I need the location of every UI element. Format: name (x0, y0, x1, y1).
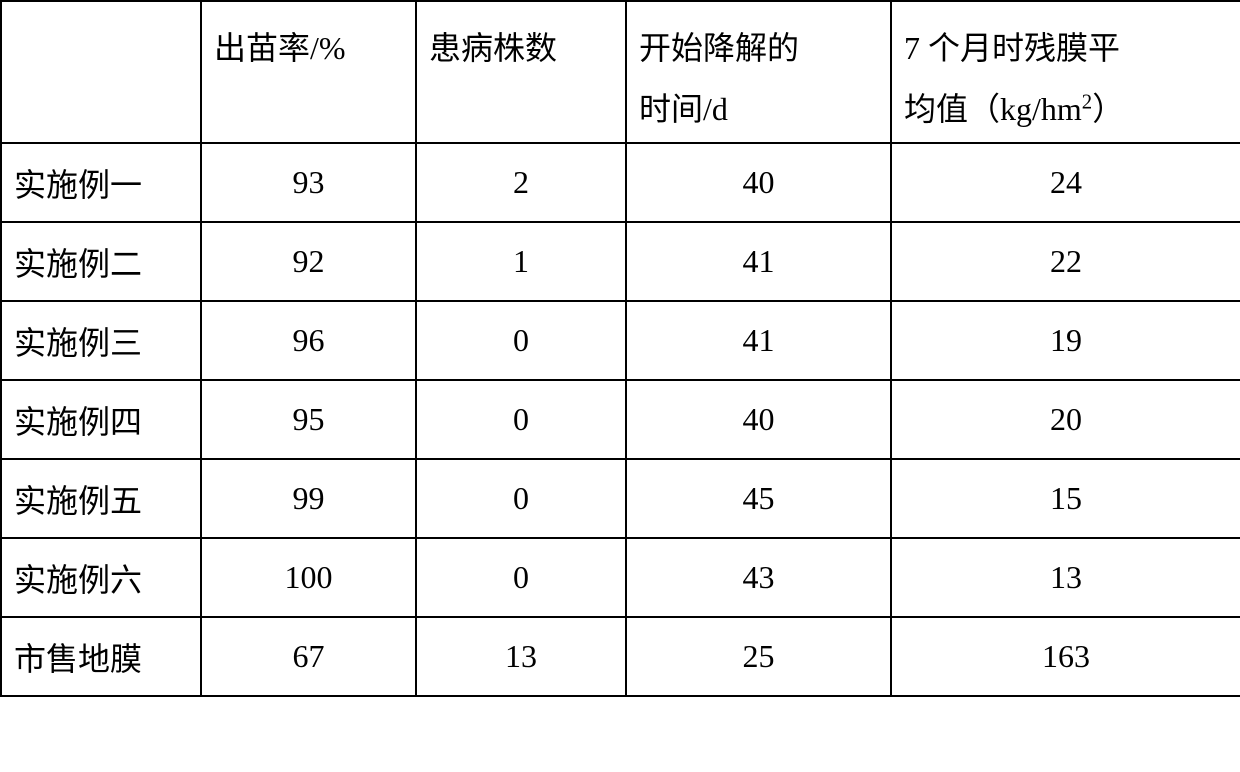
table-row: 市售地膜 67 13 25 163 (1, 617, 1240, 696)
header-text-residue-line2-prefix: 均值（kg/hm (904, 91, 1082, 127)
table-row: 实施例三 96 0 41 19 (1, 301, 1240, 380)
header-cell-label (1, 1, 201, 143)
header-cell-diseased: 患病株数 (416, 1, 626, 143)
cell-residue: 15 (891, 459, 1240, 538)
header-text-diseased: 患病株数 (429, 30, 557, 66)
data-table-container: 出苗率/% 患病株数 开始降解的 时间/d 7 个月时残膜平 均值（kg/hm2… (0, 0, 1240, 697)
cell-label: 实施例三 (1, 301, 201, 380)
table-row: 实施例一 93 2 40 24 (1, 143, 1240, 222)
table-row: 实施例二 92 1 41 22 (1, 222, 1240, 301)
cell-residue: 19 (891, 301, 1240, 380)
header-text-residue-line2-suffix: ） (1092, 91, 1124, 127)
header-text-degradation-line1: 开始降解的 (639, 30, 799, 66)
data-table: 出苗率/% 患病株数 开始降解的 时间/d 7 个月时残膜平 均值（kg/hm2… (0, 0, 1240, 697)
header-text-degradation-line2: 时间/d (639, 91, 728, 127)
cell-degradation: 41 (626, 301, 891, 380)
cell-residue: 22 (891, 222, 1240, 301)
cell-diseased: 1 (416, 222, 626, 301)
table-body: 实施例一 93 2 40 24 实施例二 92 1 41 22 实施例三 96 … (1, 143, 1240, 696)
cell-emergence: 99 (201, 459, 416, 538)
cell-degradation: 43 (626, 538, 891, 617)
header-text-emergence: 出苗率/% (214, 30, 346, 66)
cell-emergence: 100 (201, 538, 416, 617)
cell-emergence: 92 (201, 222, 416, 301)
table-row: 实施例五 99 0 45 15 (1, 459, 1240, 538)
table-header-row: 出苗率/% 患病株数 开始降解的 时间/d 7 个月时残膜平 均值（kg/hm2… (1, 1, 1240, 143)
table-row: 实施例四 95 0 40 20 (1, 380, 1240, 459)
header-cell-residue: 7 个月时残膜平 均值（kg/hm2） (891, 1, 1240, 143)
cell-diseased: 2 (416, 143, 626, 222)
cell-diseased: 0 (416, 380, 626, 459)
cell-degradation: 40 (626, 380, 891, 459)
cell-label: 实施例二 (1, 222, 201, 301)
cell-residue: 13 (891, 538, 1240, 617)
cell-emergence: 93 (201, 143, 416, 222)
table-row: 实施例六 100 0 43 13 (1, 538, 1240, 617)
cell-residue: 20 (891, 380, 1240, 459)
cell-residue: 163 (891, 617, 1240, 696)
header-cell-emergence: 出苗率/% (201, 1, 416, 143)
cell-emergence: 96 (201, 301, 416, 380)
table-header: 出苗率/% 患病株数 开始降解的 时间/d 7 个月时残膜平 均值（kg/hm2… (1, 1, 1240, 143)
cell-degradation: 41 (626, 222, 891, 301)
cell-degradation: 25 (626, 617, 891, 696)
header-cell-degradation: 开始降解的 时间/d (626, 1, 891, 143)
cell-residue: 24 (891, 143, 1240, 222)
cell-degradation: 40 (626, 143, 891, 222)
header-wrap-degradation: 开始降解的 时间/d (639, 18, 799, 140)
cell-degradation: 45 (626, 459, 891, 538)
cell-label: 实施例四 (1, 380, 201, 459)
cell-label: 市售地膜 (1, 617, 201, 696)
header-text-residue-line1: 7 个月时残膜平 (904, 30, 1120, 66)
cell-emergence: 95 (201, 380, 416, 459)
cell-emergence: 67 (201, 617, 416, 696)
cell-label: 实施例六 (1, 538, 201, 617)
header-text-residue-sup: 2 (1082, 90, 1092, 113)
cell-label: 实施例五 (1, 459, 201, 538)
cell-diseased: 0 (416, 538, 626, 617)
cell-diseased: 13 (416, 617, 626, 696)
header-wrap-residue: 7 个月时残膜平 均值（kg/hm2） (904, 18, 1124, 140)
cell-diseased: 0 (416, 459, 626, 538)
cell-diseased: 0 (416, 301, 626, 380)
cell-label: 实施例一 (1, 143, 201, 222)
